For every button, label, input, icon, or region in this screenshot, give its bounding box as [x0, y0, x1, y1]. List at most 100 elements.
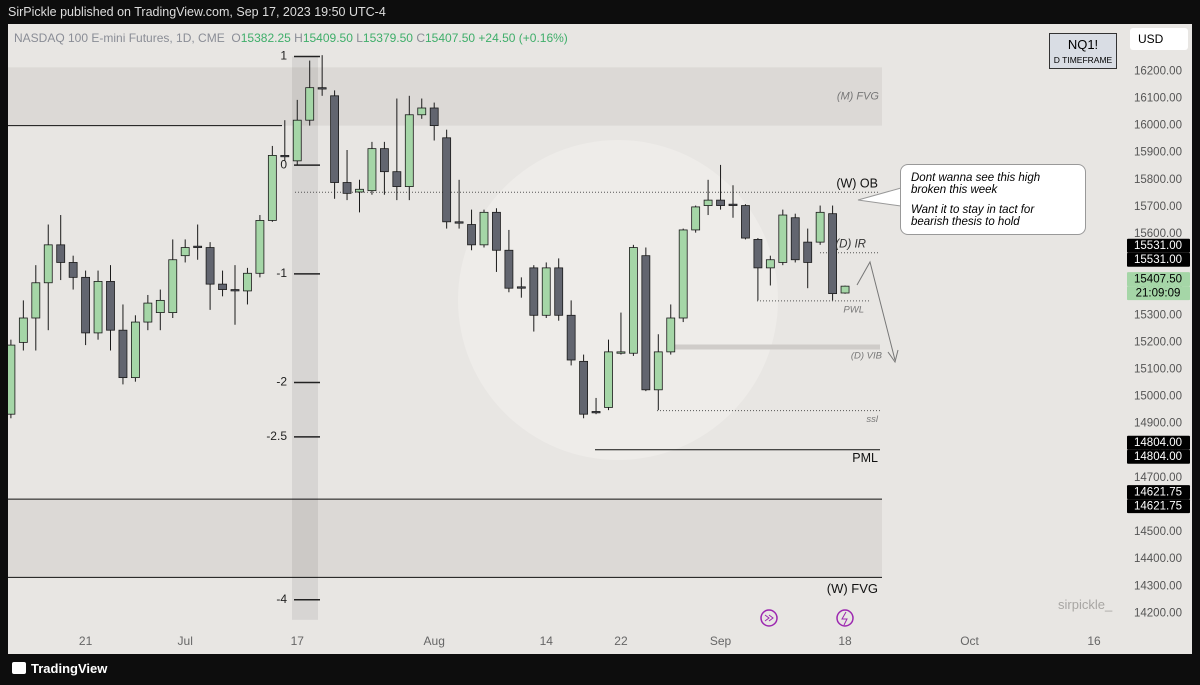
currency-button[interactable]: USD [1130, 28, 1188, 50]
x-tick-label: Oct [960, 634, 979, 648]
timeframe: D TIMEFRAME [1053, 55, 1113, 65]
level-label: (D) VIB [851, 351, 883, 362]
watermark: sirpickle_ [1058, 597, 1113, 612]
x-tick-label: 17 [291, 634, 305, 648]
y-tick-label: 15700.00 [1134, 201, 1182, 213]
candle-body [641, 255, 651, 391]
ohlc-value: 15382.25 [240, 31, 291, 45]
candle-body [205, 247, 215, 285]
candle-body [492, 211, 501, 251]
y-tick-label: 15300.00 [1134, 309, 1182, 321]
x-tick-label: Sep [710, 634, 732, 648]
candle-body [305, 87, 315, 121]
callout-text: Dont wanna see this high broken this wee… [911, 172, 1041, 196]
price-label: 15531.00 [1134, 254, 1182, 266]
candle-body [367, 148, 377, 192]
ohlc-prefix: C [416, 31, 425, 45]
candle-body [193, 245, 203, 248]
candle-body [106, 281, 115, 331]
candle-body [31, 282, 41, 319]
candle-body [168, 259, 178, 313]
candle-body [529, 267, 539, 316]
x-tick-label: 14 [540, 634, 554, 648]
candle-body [342, 182, 352, 194]
candle-body [330, 95, 340, 183]
price-label-box [1127, 499, 1190, 514]
candle-body [392, 171, 402, 187]
price-label-box [1127, 238, 1190, 253]
arrow [856, 260, 896, 361]
price-label-box [1127, 449, 1190, 464]
candle-body [130, 321, 140, 379]
candle-body [803, 241, 813, 263]
candle-body [716, 199, 725, 206]
footer-logo [12, 662, 26, 674]
event-icon[interactable] [836, 609, 854, 627]
ohlc-prefix: O [231, 31, 241, 45]
candle-body [765, 259, 775, 269]
y-tick-label: 16000.00 [1134, 120, 1182, 132]
ohlc-prefix: L [356, 31, 363, 45]
candle-body [753, 239, 763, 269]
candle-body [629, 247, 638, 354]
candle-body [454, 221, 464, 224]
zone-label: (M) FVG [837, 90, 880, 102]
y-tick-label: 15000.00 [1134, 391, 1182, 403]
level-label: (D) IR [835, 239, 866, 251]
candle-body [267, 155, 277, 221]
price-label-box [1127, 485, 1190, 500]
fib-label: -4 [276, 592, 287, 606]
candle-body [591, 411, 601, 414]
candle-body [516, 286, 526, 289]
candle-body [554, 267, 564, 316]
candle-body [691, 206, 701, 231]
candle-body [255, 220, 265, 274]
event-icon[interactable] [760, 609, 778, 627]
level-label: (W) OB [836, 177, 878, 191]
candle-body [653, 351, 663, 391]
y-tick-label: 14200.00 [1134, 607, 1182, 619]
candle-body [479, 211, 489, 246]
candle-body [355, 188, 364, 193]
arrow-head [887, 349, 899, 364]
candle-body [790, 217, 800, 261]
y-tick-label: 14300.00 [1134, 580, 1182, 592]
candle-body [815, 211, 825, 243]
candle-body [604, 351, 613, 408]
candle-body [118, 329, 128, 379]
candle-body [442, 137, 452, 223]
x-tick-label: 16 [1087, 634, 1101, 648]
candle-body [143, 302, 153, 323]
zone [8, 67, 882, 126]
publisher: SirPickle published on TradingView.com, … [8, 5, 386, 19]
y-tick-label: 14700.00 [1134, 472, 1182, 484]
y-tick-label: 14400.00 [1134, 553, 1182, 565]
price-label-box [1127, 435, 1190, 450]
symbol: NASDAQ 100 E-mini Futures, 1D, CME [14, 31, 225, 45]
fib-label: 0 [280, 157, 287, 171]
y-tick-label: 15900.00 [1134, 147, 1182, 159]
level-label: ssl [866, 414, 879, 425]
x-tick-label: 22 [614, 634, 628, 648]
candle-body [678, 229, 688, 319]
price-label: 14804.00 [1134, 451, 1182, 463]
candle-body [666, 317, 676, 353]
y-tick-label: 16100.00 [1134, 93, 1182, 105]
price-label: 15407.50 [1134, 274, 1182, 286]
candle-body [93, 281, 103, 334]
candle-body [566, 314, 576, 361]
candle-body [18, 317, 28, 343]
y-tick-label: 14900.00 [1134, 418, 1182, 430]
candle-body [541, 267, 551, 316]
ohlc-value: 15409.50 [302, 31, 353, 45]
level-label: PWL [843, 304, 864, 315]
candle-body [616, 351, 626, 354]
candle-body [8, 344, 16, 415]
y-tick-label: 14500.00 [1134, 526, 1182, 538]
price-label-box [1127, 272, 1190, 287]
candle-body [840, 285, 850, 294]
y-tick-label: 16200.00 [1134, 65, 1182, 77]
candle-body [56, 244, 66, 263]
